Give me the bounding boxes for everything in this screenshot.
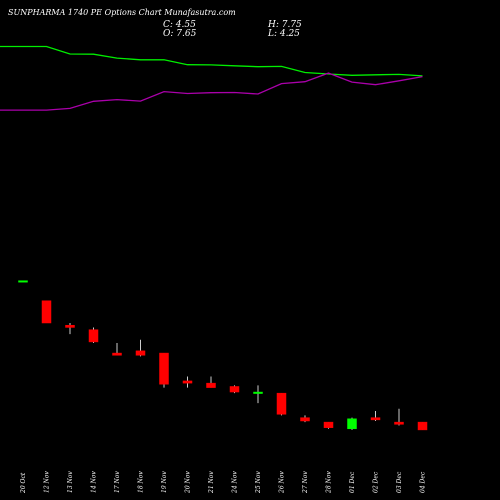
x-tick-label: 20 Oct xyxy=(20,472,27,494)
candle-body xyxy=(182,380,193,384)
x-tick-label: 26 Nov xyxy=(279,471,286,494)
x-tick-label: 25 Nov xyxy=(255,471,262,494)
candle-body xyxy=(253,391,263,394)
candle-body xyxy=(323,421,334,428)
x-tick-label: 27 Nov xyxy=(302,471,309,494)
x-tick-label: 28 Nov xyxy=(326,471,333,494)
x-tick-label: 21 Nov xyxy=(208,471,215,494)
magenta-indicator-line xyxy=(0,72,423,111)
candle-body xyxy=(347,418,357,430)
x-tick-label: 02 Dec xyxy=(373,471,380,493)
green-indicator-line xyxy=(0,45,423,77)
candle-body xyxy=(41,300,52,324)
candle-body xyxy=(206,382,216,388)
x-tick-label: 19 Nov xyxy=(161,471,168,493)
x-tick-label: 04 Dec xyxy=(420,471,427,493)
candle-body xyxy=(276,392,287,415)
candle-body xyxy=(65,324,75,328)
open-value: O: 7.65 xyxy=(163,29,197,39)
high-value: H: 7.75 xyxy=(268,20,302,30)
x-tick-label: 17 Nov xyxy=(114,471,121,493)
candle-body xyxy=(88,329,99,343)
chart-title: SUNPHARMA 1740 PE Options Chart Munafasu… xyxy=(8,8,236,17)
candle-body xyxy=(229,386,240,393)
x-tick-label: 01 Dec xyxy=(349,471,356,493)
x-tick-label: 12 Nov xyxy=(44,471,51,493)
x-tick-label: 20 Nov xyxy=(185,471,192,494)
close-value: C: 4.55 xyxy=(163,20,196,30)
x-tick-label: 14 Nov xyxy=(91,471,98,493)
x-tick-label: 03 Dec xyxy=(396,471,403,493)
candle-body xyxy=(370,417,381,421)
low-value: L: 4.25 xyxy=(268,29,300,39)
x-tick-label: 13 Nov xyxy=(67,471,74,493)
x-tick-label: 24 Nov xyxy=(232,471,239,494)
candle-body xyxy=(417,421,428,431)
x-tick-label: 18 Nov xyxy=(138,471,145,493)
candle-body xyxy=(135,350,146,356)
candle-body xyxy=(159,352,169,385)
candle-body xyxy=(112,352,122,356)
candle-body xyxy=(394,421,404,425)
candle-body xyxy=(300,417,310,422)
candle-body xyxy=(18,280,28,283)
